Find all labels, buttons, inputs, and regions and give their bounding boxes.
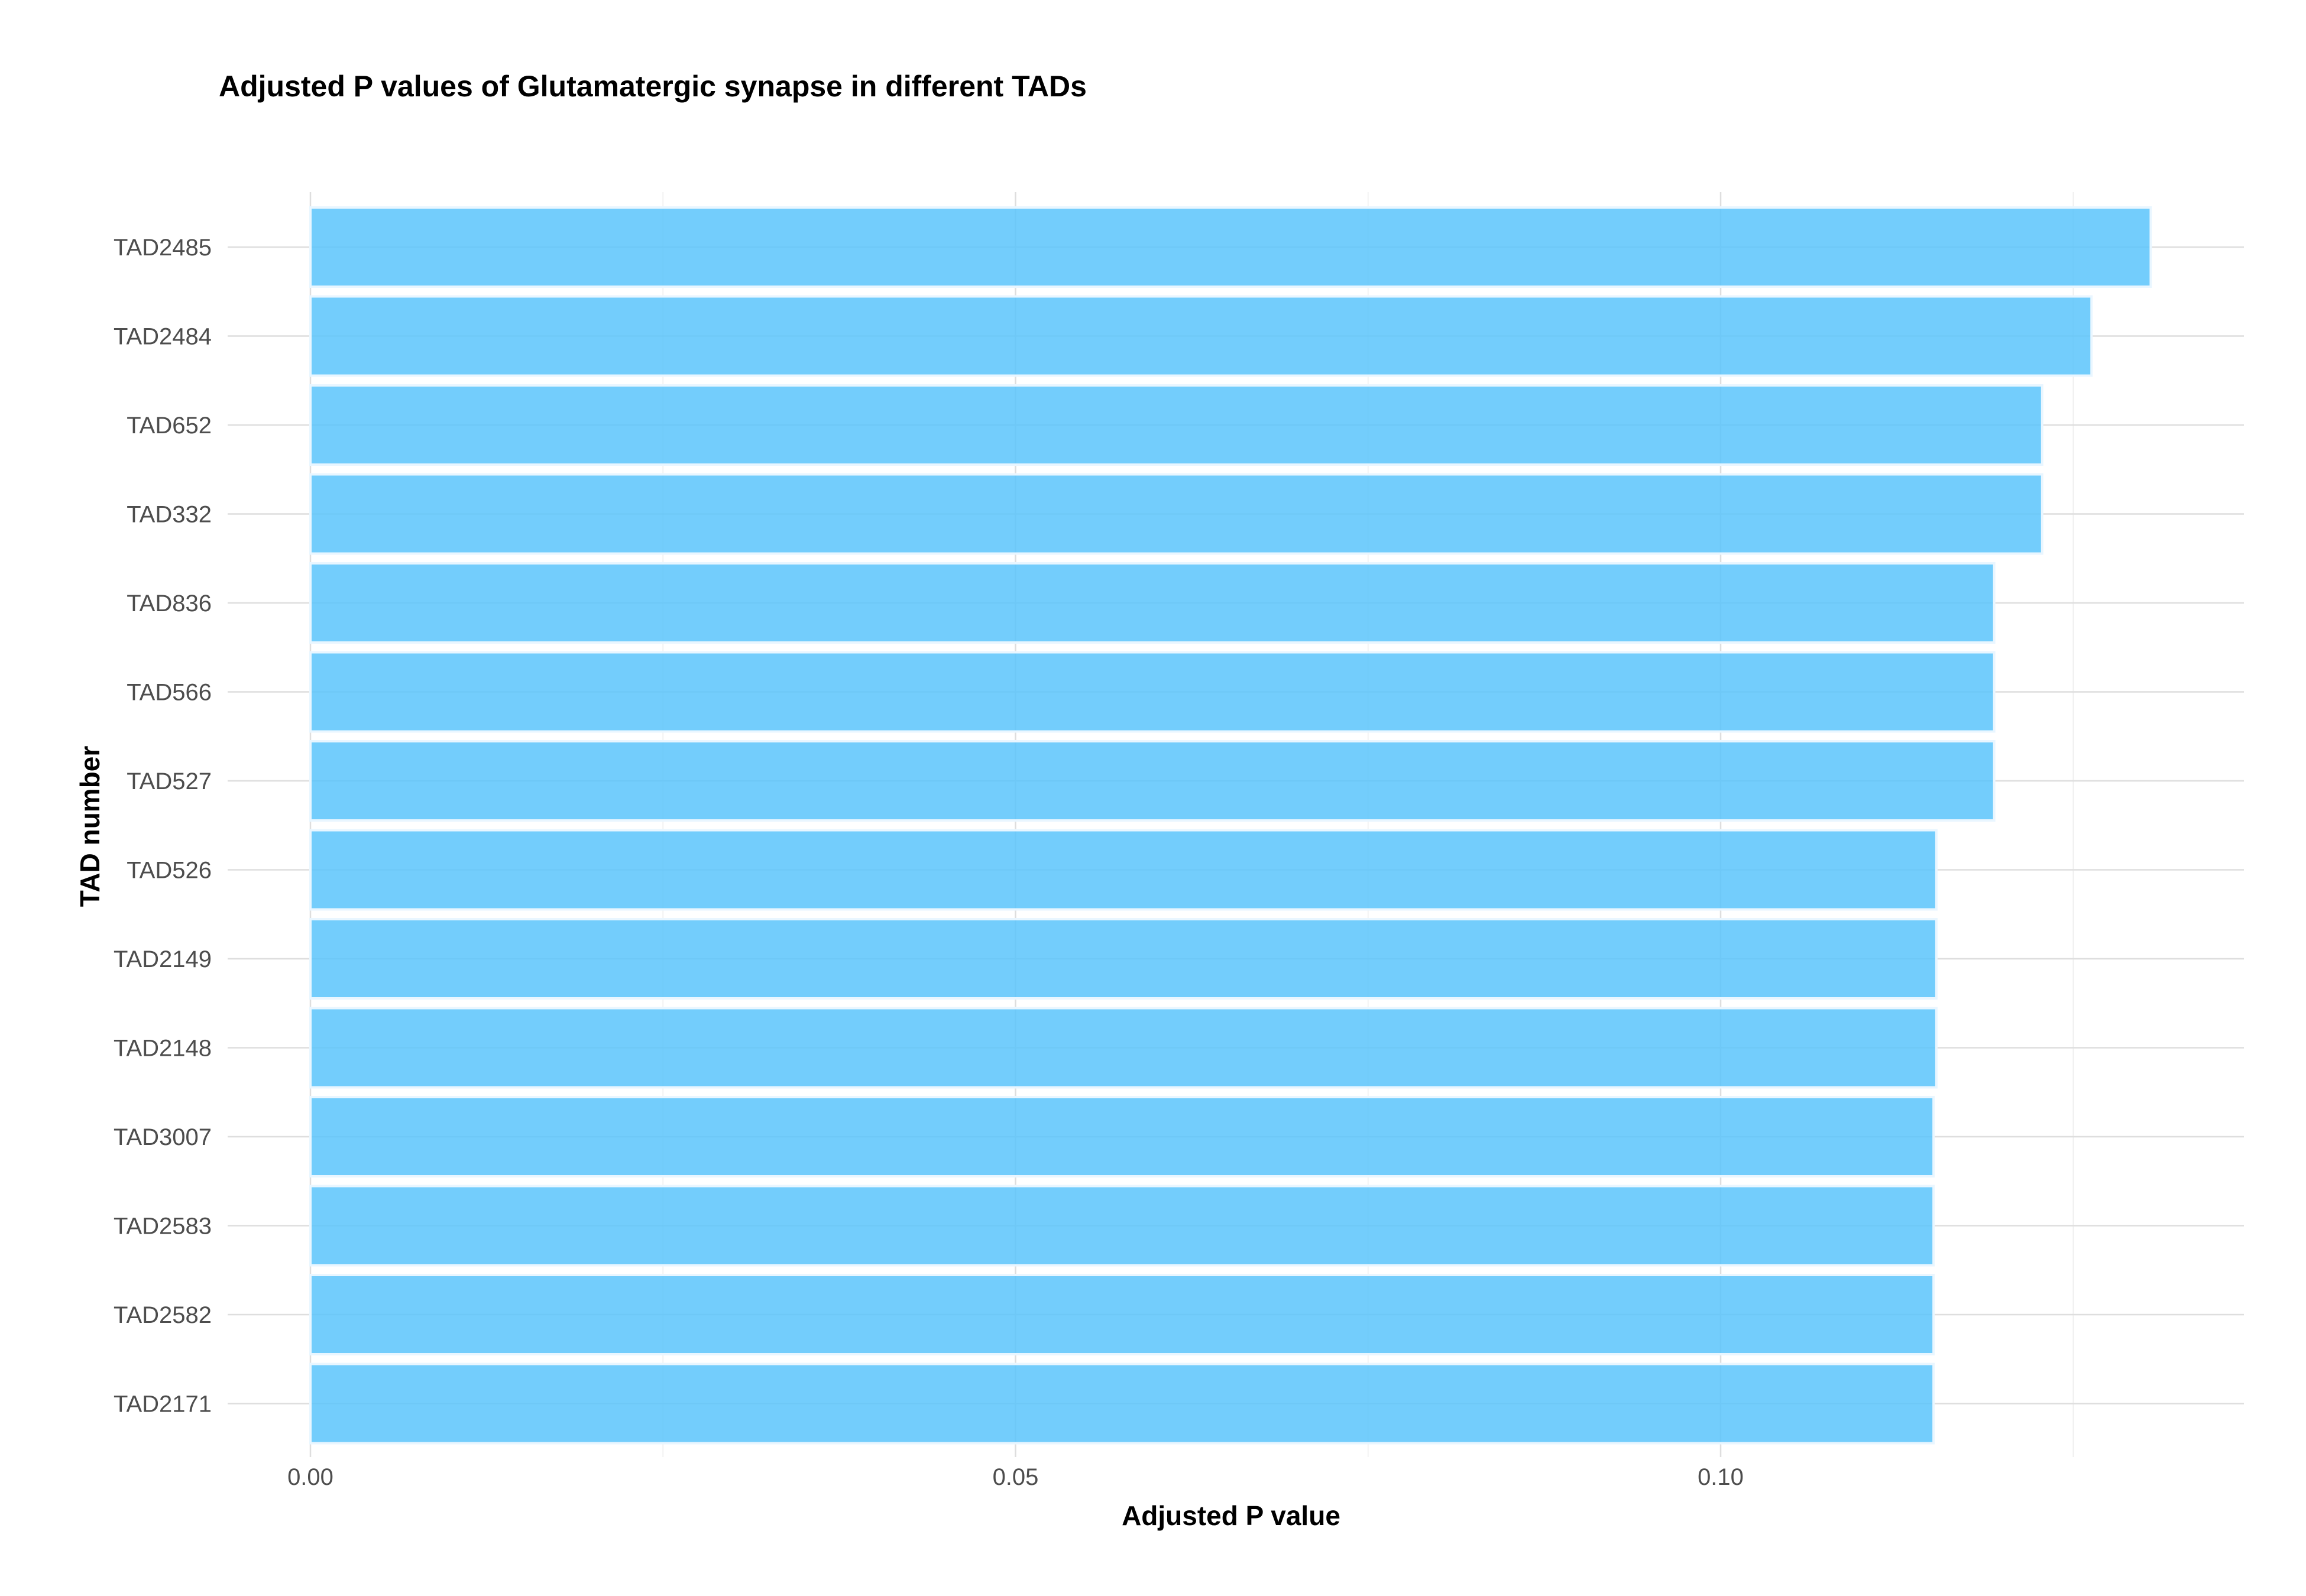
bar [309,1274,1935,1355]
y-tick-label: TAD652 [127,413,212,439]
y-tick-label: TAD332 [127,502,212,528]
bar [309,384,2043,466]
bar [309,562,1996,644]
bar [309,206,2152,288]
y-tick-label: TAD2148 [114,1036,212,1062]
chart-title: Adjusted P values of Glutamatergic synap… [219,70,1087,103]
bar [309,473,2043,555]
bars-layer [309,206,2152,1445]
y-tick-label: TAD2485 [114,235,212,261]
y-tick-label: TAD836 [127,591,212,617]
y-tick-label: TAD526 [127,858,212,884]
y-tick-label: TAD527 [127,768,212,794]
x-tick-label: 0.05 [993,1464,1039,1490]
bar [309,1096,1935,1177]
y-tick-label: TAD2149 [114,946,212,972]
y-tick-label: TAD2171 [114,1391,212,1417]
bar [309,651,1996,733]
bar [309,829,1938,911]
bar [309,1185,1935,1267]
y-tick-label: TAD2582 [114,1302,212,1328]
x-axis-title: Adjusted P value [1122,1500,1340,1531]
bar [309,740,1996,822]
bar [309,1007,1938,1089]
y-tick-label: TAD566 [127,680,212,706]
y-tick-label: TAD3007 [114,1124,212,1150]
x-tick-label: 0.00 [287,1464,333,1490]
y-tick-labels: TAD2485 TAD2484 TAD652 TAD332 TAD836 TAD566 TA… [114,235,212,1417]
y-axis-title: TAD number [75,746,105,907]
x-tick-label: 0.10 [1698,1464,1744,1490]
x-tick-labels: 0.00 0.05 0.10 [287,1464,1744,1490]
y-tick-label: TAD2484 [114,324,212,350]
bar [309,295,2093,377]
bar [309,1363,1935,1445]
bar [309,918,1938,1000]
y-tick-label: TAD2583 [114,1214,212,1240]
